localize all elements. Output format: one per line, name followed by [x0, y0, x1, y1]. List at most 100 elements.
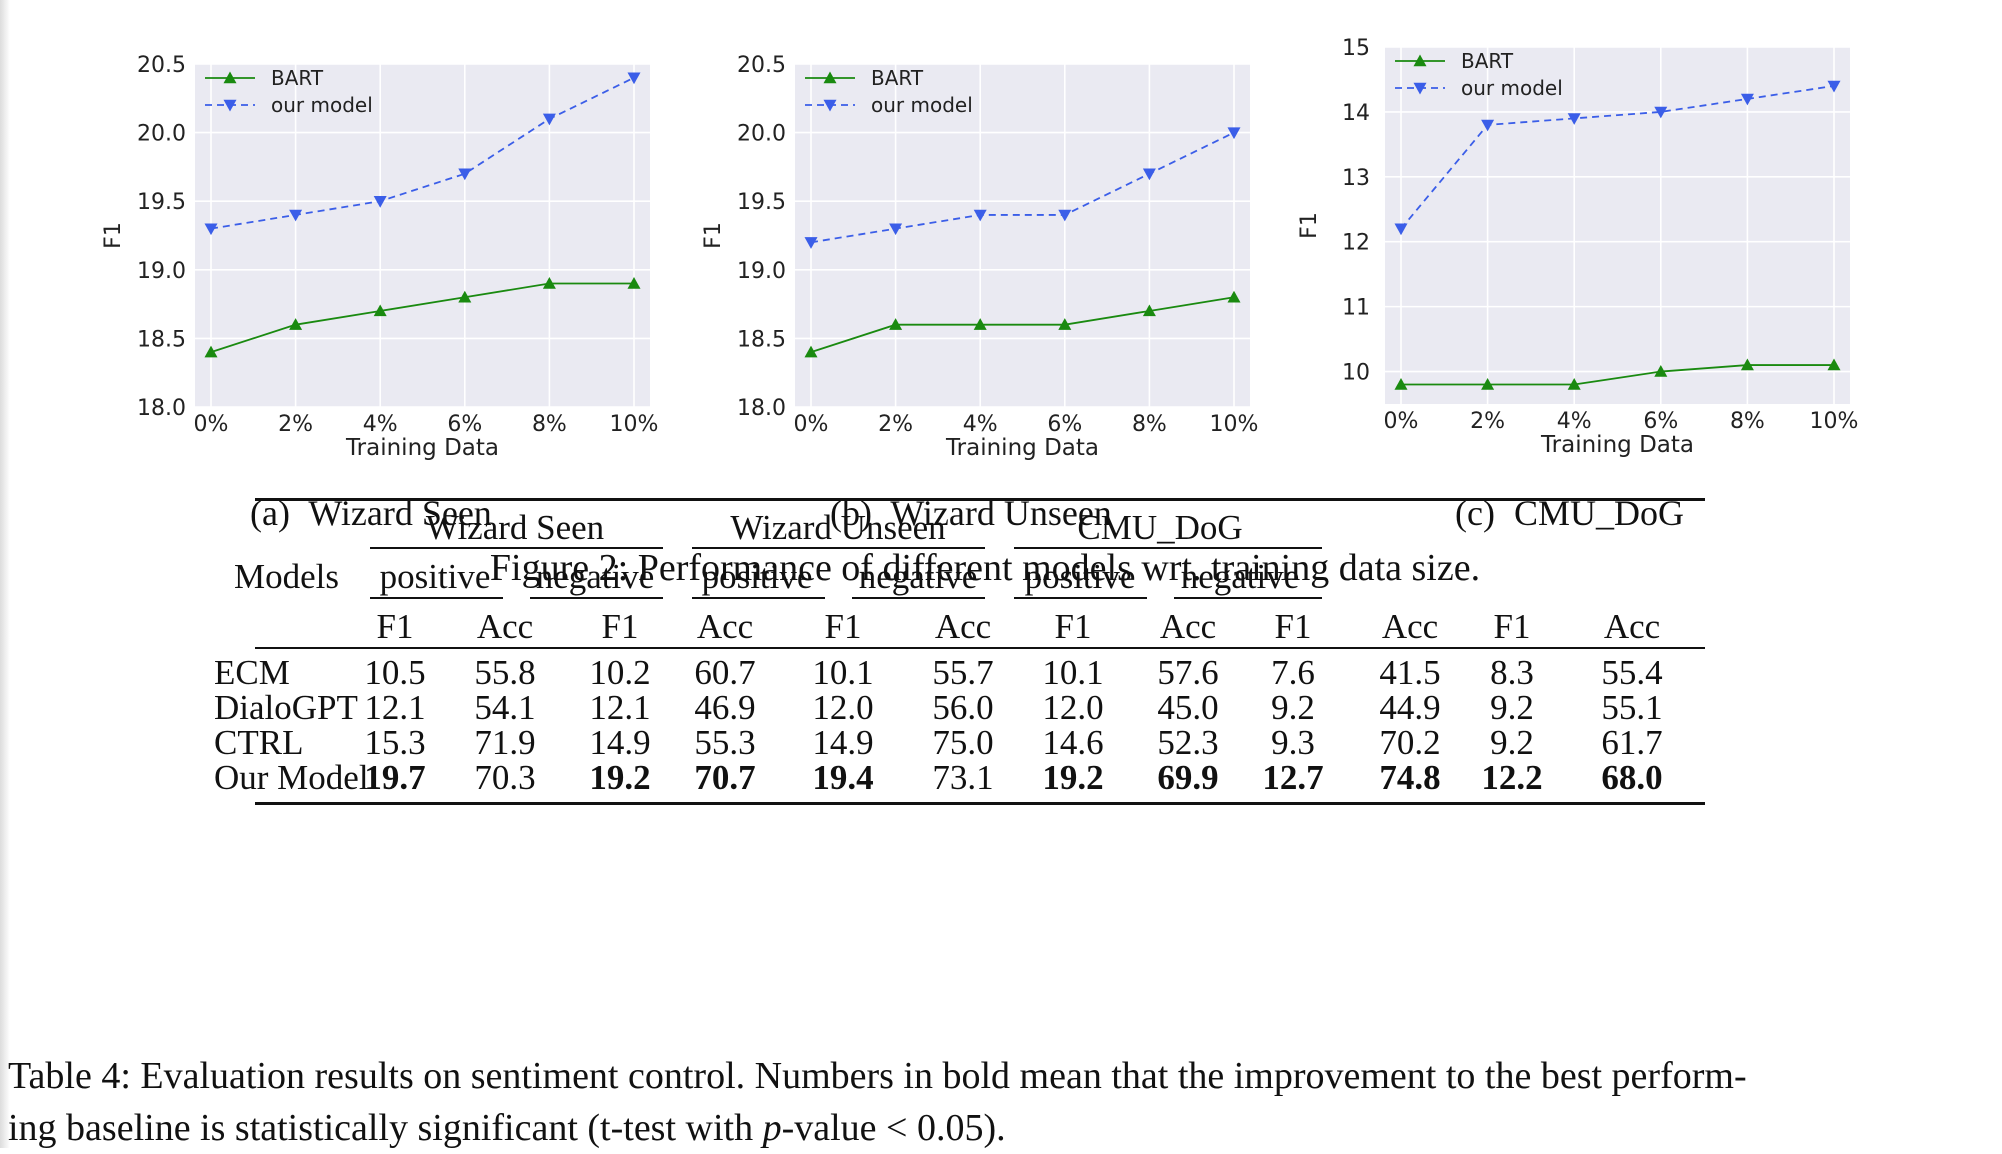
table-cell: 52.3: [1157, 723, 1219, 762]
group-underline: [1014, 547, 1322, 549]
polarity-underline: [370, 597, 503, 599]
x-tick-label: 2%: [1470, 409, 1505, 434]
legend-marker: [223, 99, 237, 112]
table-cell: 74.8: [1379, 758, 1441, 797]
table-cell: 60.7: [694, 653, 756, 692]
x-tick-label: 6%: [1643, 409, 1678, 434]
table-cell: 55.1: [1601, 688, 1663, 727]
table-cell: 68.0: [1601, 758, 1663, 797]
series-line-bart: [810, 296, 1235, 353]
column-group-2: CMU_DoG: [1077, 508, 1243, 547]
table-cell: 8.3: [1490, 653, 1534, 692]
table-cell: 70.2: [1379, 723, 1441, 762]
table-cell: 41.5: [1379, 653, 1441, 692]
table-cell: 56.0: [932, 688, 994, 727]
legend-marker: [823, 71, 837, 84]
table-cell: 55.8: [474, 653, 536, 692]
table-cell: 12.1: [589, 688, 651, 727]
plot-area: [795, 64, 1250, 407]
y-tick-label: 20.0: [137, 122, 186, 147]
legend-marker: [823, 99, 837, 112]
polarity-header: negative: [858, 557, 978, 596]
models-header: Models: [234, 557, 339, 596]
data-point: [889, 223, 903, 236]
data-point: [627, 72, 641, 85]
x-tick-label: 8%: [532, 412, 567, 437]
data-point: [1481, 119, 1495, 132]
data-point: [204, 345, 218, 358]
metric-header: F1: [376, 607, 414, 646]
data-point: [373, 304, 387, 317]
metric-header: F1: [1493, 607, 1531, 646]
legend-label: BART: [1461, 49, 1514, 73]
legend-marker: [223, 71, 237, 84]
x-tick-label: 10%: [1810, 409, 1859, 434]
table-cell: 70.7: [694, 758, 756, 797]
table-cell: 14.9: [812, 723, 874, 762]
table-cell: 7.6: [1271, 653, 1315, 692]
group-underline: [692, 547, 985, 549]
data-point: [804, 237, 818, 249]
table-cell: 69.9: [1157, 758, 1219, 797]
data-point: [458, 168, 472, 181]
table-cell: 12.2: [1481, 758, 1543, 797]
y-axis-label: F1: [101, 222, 126, 249]
table-cell: 14.9: [589, 723, 651, 762]
data-point: [1827, 358, 1841, 371]
y-tick-label: 19.0: [137, 259, 186, 284]
y-tick-label: 19.0: [737, 259, 786, 284]
data-point: [1058, 318, 1072, 330]
polarity-underline: [692, 597, 825, 599]
data-point: [1227, 290, 1241, 303]
x-axis-label: Training Data: [345, 435, 499, 461]
x-tick-label: 4%: [363, 412, 398, 437]
row-model-name: ECM: [214, 653, 290, 692]
data-point: [289, 318, 303, 330]
legend-label: BART: [871, 66, 924, 90]
metric-header: Acc: [696, 607, 754, 646]
legend-label: BART: [271, 66, 324, 90]
y-tick-label: 14: [1342, 101, 1370, 126]
chart-panel-c: 10 11 12 13 14 15 0% 2% 4% 6% 8% 10% Training Data F1…: [1297, 36, 1858, 458]
table-cell: 55.7: [932, 653, 994, 692]
y-tick-label: 20.5: [137, 53, 186, 78]
group-underline: [370, 547, 663, 549]
legend-marker: [1413, 54, 1427, 67]
x-tick-label: 10%: [1210, 412, 1259, 437]
chart-panel-b: 18.0 18.5 19.0 19.5 20.0 20.5 0% 2% 4% 6% 8% 10% Tra…: [701, 53, 1258, 461]
data-point: [1481, 378, 1495, 390]
table-header-rule: [255, 647, 1705, 649]
metric-header: Acc: [1603, 607, 1661, 646]
table-cell: 10.1: [1042, 653, 1104, 692]
table-caption-line2a: ing baseline is statistically significan…: [8, 1107, 763, 1149]
data-point: [1654, 365, 1668, 377]
plot-area: [195, 64, 650, 407]
series-line-bart: [1401, 364, 1834, 386]
metric-header: Acc: [934, 607, 992, 646]
x-tick-label: 8%: [1730, 409, 1765, 434]
metric-header: F1: [1054, 607, 1092, 646]
y-tick-label: 18.0: [737, 396, 786, 421]
table-cell: 70.3: [474, 758, 536, 797]
y-axis-label: F1: [701, 222, 726, 249]
x-tick-label: 2%: [878, 412, 913, 437]
data-point: [1827, 80, 1841, 93]
polarity-underline: [530, 597, 663, 599]
y-tick-label: 10: [1342, 361, 1370, 386]
metric-header: Acc: [476, 607, 534, 646]
data-point: [973, 209, 987, 222]
metric-header: F1: [1274, 607, 1312, 646]
table-cell: 71.9: [474, 723, 536, 762]
table-cell: 15.3: [364, 723, 426, 762]
x-tick-label: 0%: [794, 412, 829, 437]
data-point: [627, 277, 641, 289]
x-tick-label: 6%: [447, 412, 482, 437]
table-cell: 9.2: [1271, 688, 1315, 727]
data-point: [1567, 378, 1581, 390]
data-point: [889, 318, 903, 330]
y-tick-label: 18.0: [137, 396, 186, 421]
table-cell: 19.4: [812, 758, 874, 797]
table-caption-line1: Table 4: Evaluation results on sentiment…: [8, 1055, 1747, 1097]
series-line-our-model: [1400, 85, 1835, 230]
table-cell: 10.5: [364, 653, 426, 692]
